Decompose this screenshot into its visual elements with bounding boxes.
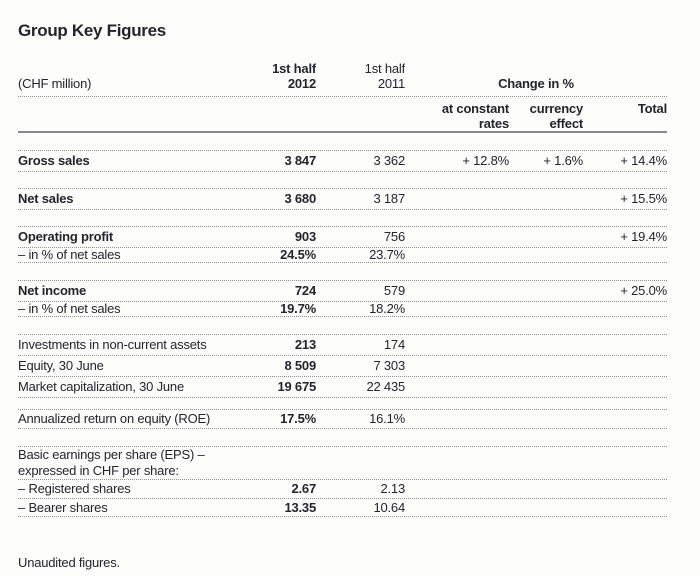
value-2012: 903 <box>294 229 316 244</box>
header-spacer <box>583 116 667 131</box>
value-2011: 579 <box>383 283 405 298</box>
value-2011: 18.2% <box>369 302 405 316</box>
table-row: Net income 724 579 + 25.0% <box>18 281 667 302</box>
value-2012: 19.7% <box>280 302 316 316</box>
table-row: – in % of net sales 19.7% 18.2% <box>18 302 667 317</box>
header-spacer <box>18 116 218 131</box>
table-row: Operating profit 903 756 + 19.4% <box>18 227 667 248</box>
header-2012-line1: 1st half <box>272 61 316 76</box>
row-label: Gross sales <box>18 153 90 168</box>
value-2012: 19 675 <box>277 379 316 394</box>
table-group-balance-items: Investments in non-current assets 213 17… <box>18 334 667 398</box>
row-label: Operating profit <box>18 229 114 244</box>
value-2012: 213 <box>294 337 316 352</box>
table-row: Equity, 30 June 8 509 7 303 <box>18 356 667 377</box>
row-label: – Bearer shares <box>18 500 108 515</box>
table-row: Gross sales 3 847 3 362 + 12.8% + 1.6% +… <box>18 151 667 172</box>
value-2012: 17.5% <box>280 411 316 426</box>
value-2012: 2.67 <box>291 481 316 496</box>
value-2011: 16.1% <box>369 411 405 426</box>
subheader-line-1: at constant currency Total <box>18 101 667 116</box>
constant-rates-header-line1: at constant <box>441 101 509 116</box>
eps-note-row: Basic earnings per share (EPS) – express… <box>18 447 667 480</box>
header-spacer <box>218 101 316 116</box>
value-total: + 14.4% <box>620 153 667 168</box>
header-spacer <box>18 61 218 76</box>
currency-effect-header-line2: effect <box>549 116 583 131</box>
table-row: Annualized return on equity (ROE) 17.5% … <box>18 410 667 429</box>
value-2012: 24.5% <box>280 248 316 262</box>
row-label: Net income <box>18 283 87 298</box>
row-label: – in % of net sales <box>18 248 121 262</box>
table-group-operating-profit: Operating profit 903 756 + 19.4% – in % … <box>18 226 667 263</box>
value-2011: 10.64 <box>373 500 405 515</box>
value-2012: 8 509 <box>284 358 316 373</box>
eps-note-line2: expressed in CHF per share: <box>18 463 179 478</box>
header-spacer <box>18 101 218 116</box>
row-label: Net sales <box>18 191 74 206</box>
value-total: + 15.5% <box>620 191 667 206</box>
value-constant-rates: + 12.8% <box>462 153 509 168</box>
page-title: Group Key Figures <box>18 21 166 40</box>
value-2012: 3 680 <box>284 191 316 206</box>
table-group-net-sales: Net sales 3 680 3 187 + 15.5% <box>18 188 667 210</box>
value-2011: 23.7% <box>369 248 405 262</box>
value-total: + 25.0% <box>620 283 667 298</box>
header-2012-line2: 2012 <box>287 76 316 91</box>
table-header: 1st half 1st half (CHF million) 2012 201… <box>18 61 667 97</box>
value-2011: 3 187 <box>373 191 405 206</box>
value-2011: 3 362 <box>373 153 405 168</box>
row-label: – Registered shares <box>18 481 131 496</box>
table-group-eps: Basic earnings per share (EPS) – express… <box>18 446 667 517</box>
table-group-net-income: Net income 724 579 + 25.0% – in % of net… <box>18 280 667 317</box>
row-label: – in % of net sales <box>18 302 121 316</box>
table-group-roe: Annualized return on equity (ROE) 17.5% … <box>18 409 667 429</box>
value-2012: 724 <box>294 283 316 298</box>
currency-effect-header-line1: currency <box>529 101 583 116</box>
header-spacer <box>405 61 509 76</box>
header-spacer <box>316 101 405 116</box>
value-2011: 2.13 <box>380 481 405 496</box>
header-spacer <box>218 116 316 131</box>
value-currency-effect: + 1.6% <box>543 153 583 168</box>
row-label: Annualized return on equity (ROE) <box>18 411 211 426</box>
table-row: Investments in non-current assets 213 17… <box>18 335 667 356</box>
eps-note-line1: Basic earnings per share (EPS) – <box>18 447 205 462</box>
unaudited-note: Unaudited figures. <box>18 555 120 570</box>
change-in-percent-label: Change in % <box>498 76 574 91</box>
table-row: – Bearer shares 13.35 10.64 <box>18 499 667 517</box>
value-2011: 22 435 <box>366 379 405 394</box>
header-2011-line1: 1st half <box>364 61 405 76</box>
table-group-gross-sales: Gross sales 3 847 3 362 + 12.8% + 1.6% +… <box>18 150 667 172</box>
table-row: – Registered shares 2.67 2.13 <box>18 480 667 499</box>
value-2012: 13.35 <box>284 500 316 515</box>
table-row: Net sales 3 680 3 187 + 15.5% <box>18 189 667 210</box>
constant-rates-header-line2: rates <box>478 116 509 131</box>
unit-label: (CHF million) <box>18 76 92 91</box>
value-2012: 3 847 <box>284 153 316 168</box>
header-spacer <box>316 116 405 131</box>
table-subheader: at constant currency Total rates effect <box>18 97 667 133</box>
value-2011: 7 303 <box>373 358 405 373</box>
row-label: Investments in non-current assets <box>18 337 207 352</box>
row-label: Equity, 30 June <box>18 358 104 373</box>
header-spacer <box>583 61 667 76</box>
value-2011: 174 <box>383 337 405 352</box>
table-row: Market capitalization, 30 June 19 675 22… <box>18 377 667 398</box>
value-2011: 756 <box>383 229 405 244</box>
value-total: + 19.4% <box>620 229 667 244</box>
header-spacer <box>509 61 583 76</box>
header-2011-line2: 2011 <box>377 76 405 91</box>
header-line-1: 1st half 1st half <box>18 61 667 76</box>
header-line-2: (CHF million) 2012 2011 Change in % <box>18 76 667 91</box>
row-label: Market capitalization, 30 June <box>18 379 184 394</box>
table-row: – in % of net sales 24.5% 23.7% <box>18 248 667 263</box>
subheader-line-2: rates effect <box>18 116 667 131</box>
total-header: Total <box>637 101 667 116</box>
